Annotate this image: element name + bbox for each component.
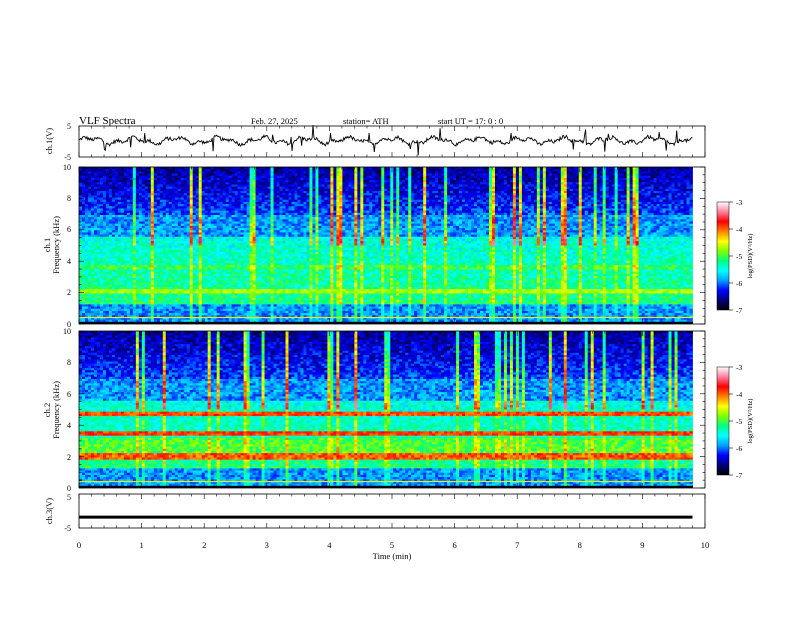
- date-label: Feb. 27, 2025: [251, 116, 298, 126]
- ch1-waveform-ylabel: ch.1(V): [44, 128, 54, 154]
- ch1-waveform-panel: 5 -5 ch.1(V): [44, 122, 705, 162]
- station-label: station= ATH: [343, 116, 389, 126]
- ch1-spectrogram-image: [79, 167, 693, 324]
- ch1-ytick-top: 5: [67, 122, 71, 131]
- figure-title: VLF Spectra: [79, 115, 136, 127]
- start-time-label: start UT = 17: 0 : 0: [438, 116, 503, 126]
- ch1-spectrogram-panel: 0 2 4 6 8 10 ch.1 Frequency (kHz) -3 -4 …: [42, 163, 754, 329]
- ch1-ytick-bottom: -5: [64, 153, 71, 162]
